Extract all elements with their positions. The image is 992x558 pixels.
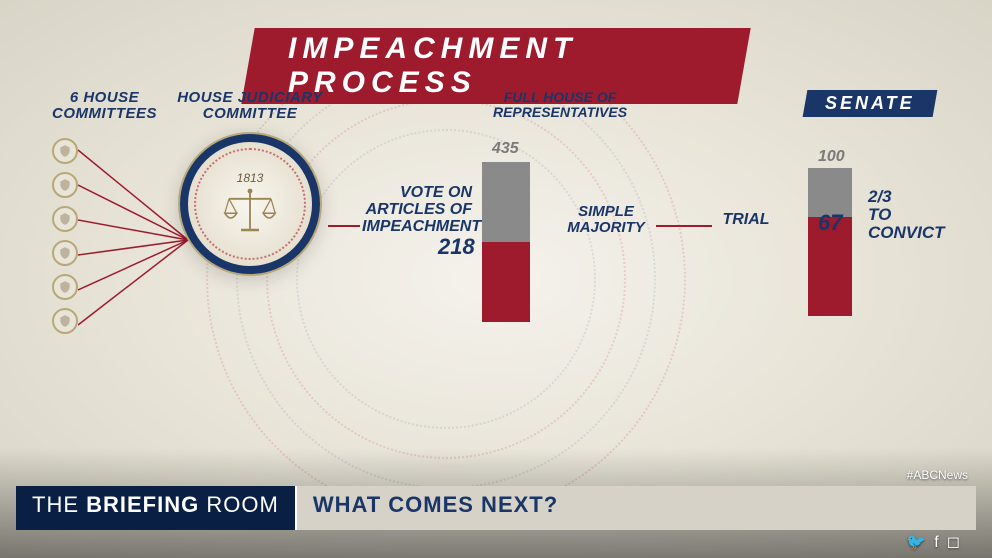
- facebook-icon: f: [934, 534, 946, 551]
- house-header: FULL HOUSE OF REPRESENTATIVES: [480, 90, 640, 119]
- process-diagram: 6 HOUSE COMMITTEES HOUSE JUDICIARY COMMI…: [0, 80, 992, 440]
- committee-seal-icon: [52, 274, 78, 300]
- committees-label: 6 HOUSE COMMITTEES: [52, 90, 157, 122]
- seal-year: 1813: [237, 171, 264, 185]
- senate-bar-chart: 100 67: [808, 146, 852, 316]
- judiciary-label: HOUSE JUDICIARY COMMITTEE: [165, 90, 335, 122]
- house-threshold-value: 218: [438, 234, 475, 260]
- committee-seal-icon: [52, 206, 78, 232]
- committee-seal-icon: [52, 308, 78, 334]
- chyron-headline: WHAT COMES NEXT?: [295, 486, 976, 530]
- senate-title-banner: SENATE: [803, 90, 938, 117]
- house-block: FULL HOUSE OF REPRESENTATIVES 435 218: [480, 90, 640, 119]
- chyron-show-name: THE BRIEFING ROOM: [16, 486, 295, 530]
- senate-threshold-value: 67: [818, 210, 842, 236]
- committee-seal-icon: [52, 240, 78, 266]
- simple-majority-label: SIMPLE MAJORITY: [556, 204, 656, 236]
- social-icons-row: 🐦f◻: [906, 532, 968, 552]
- scales-icon: [219, 188, 281, 236]
- trial-label: TRIAL: [716, 212, 776, 229]
- committee-seal-icon: [52, 138, 78, 164]
- committees-block: 6 HOUSE COMMITTEES: [52, 90, 157, 122]
- vote-articles-label: VOTE ON ARTICLES OF IMPEACHMENT: [362, 185, 472, 235]
- house-total-value: 435: [492, 140, 519, 158]
- committee-seal-icon: [52, 172, 78, 198]
- connector-line: [656, 225, 712, 227]
- senate-total-value: 100: [818, 148, 845, 166]
- judiciary-block: HOUSE JUDICIARY COMMITTEE 1813: [165, 90, 335, 274]
- judiciary-seal-icon: 1813: [180, 134, 320, 274]
- hashtag-text: #ABCNews: [907, 468, 968, 482]
- convict-label: 2/3 TO CONVICT: [868, 188, 954, 242]
- committee-icons-column: [52, 138, 80, 342]
- house-bar-fill: [482, 242, 530, 322]
- twitter-icon: 🐦: [906, 534, 934, 551]
- senate-block: SENATE 100 67: [780, 90, 960, 117]
- house-bar-chart: 435 218: [482, 142, 530, 322]
- lower-third-chyron: THE BRIEFING ROOM WHAT COMES NEXT?: [16, 486, 976, 530]
- instagram-icon: ◻: [947, 534, 968, 551]
- connector-line: [328, 225, 360, 227]
